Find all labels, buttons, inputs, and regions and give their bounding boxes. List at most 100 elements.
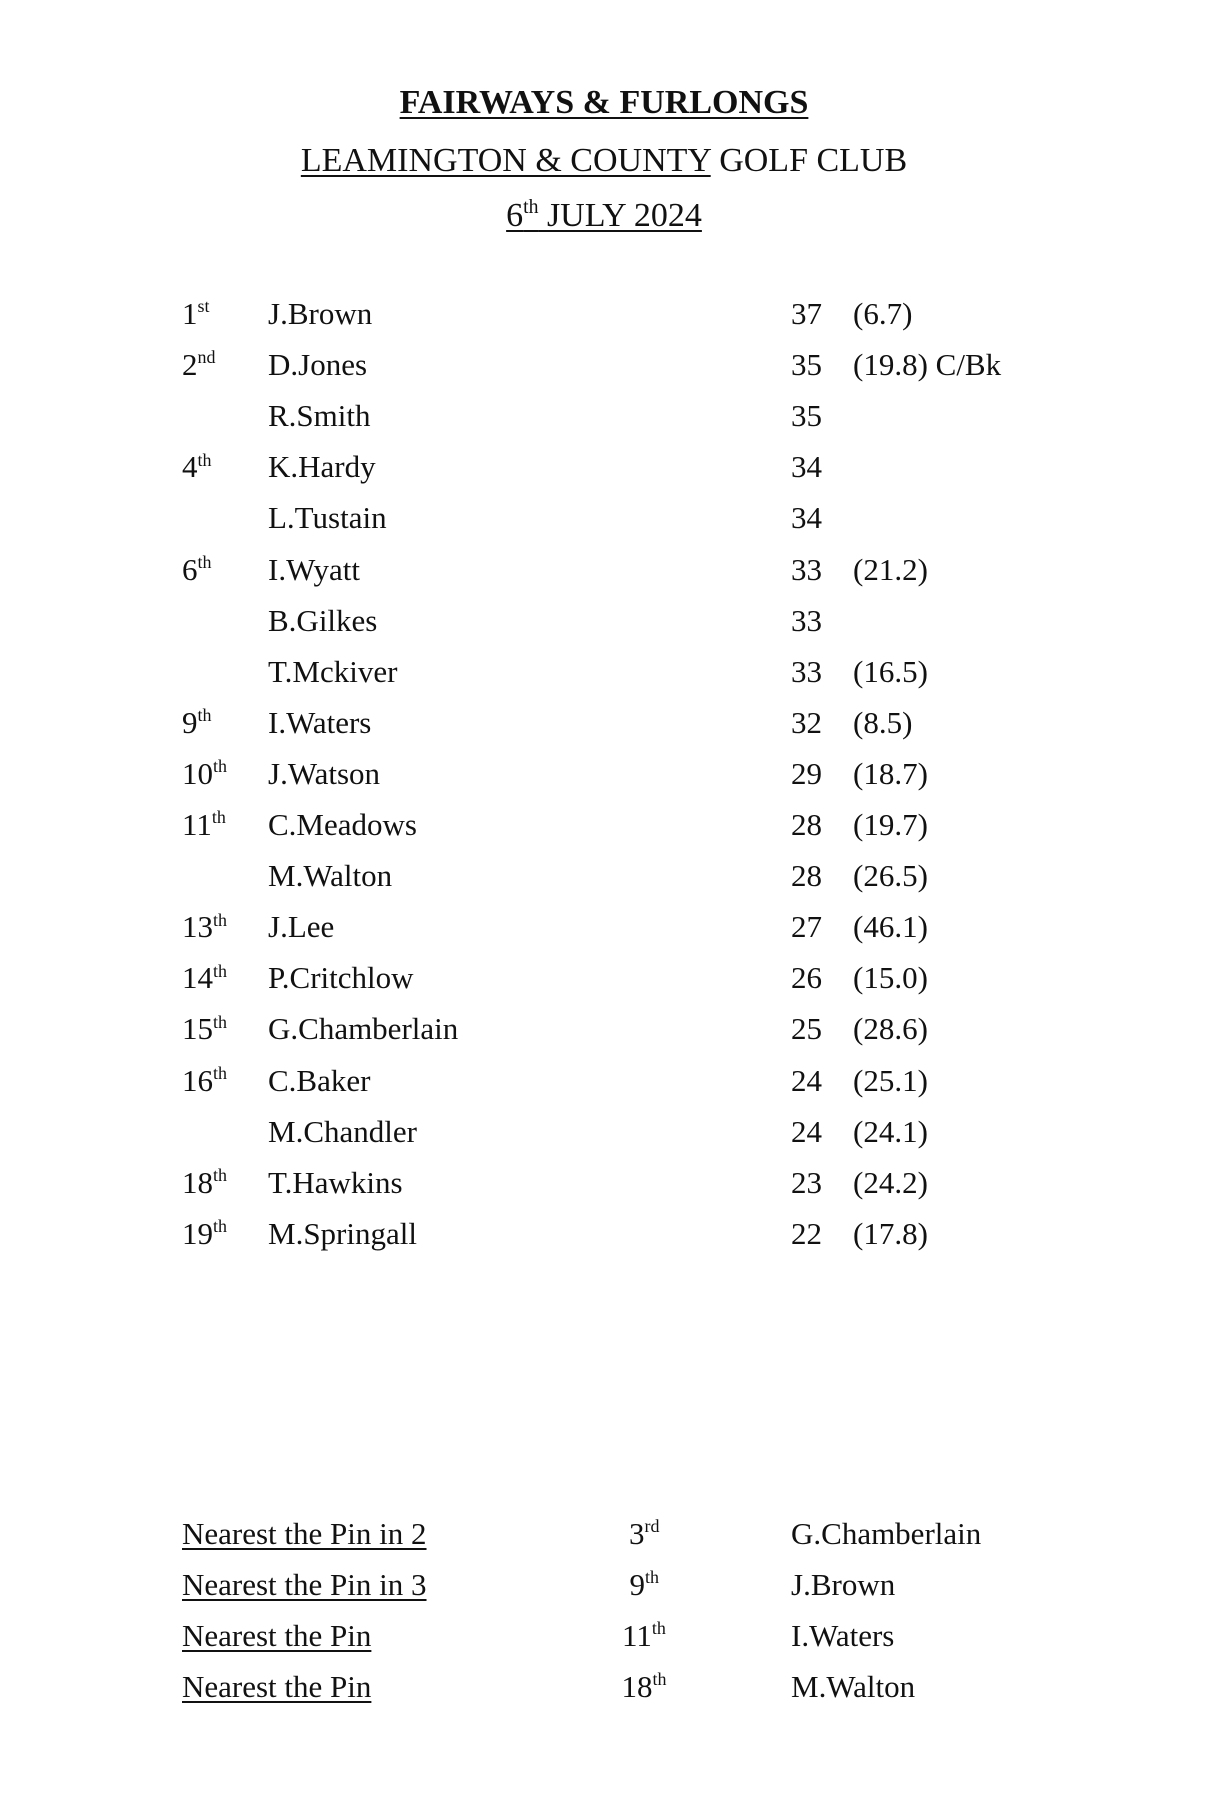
points: 32 (791, 704, 822, 740)
handicap: (24.2) (853, 1164, 928, 1200)
handicap: (18.7) (853, 755, 928, 791)
hole-number: 3rd (629, 1516, 660, 1551)
position: 2nd (182, 347, 216, 383)
points: 33 (791, 551, 822, 587)
position: 15th (182, 1011, 227, 1047)
points: 28 (791, 807, 822, 842)
player-name: L.Tustain (268, 500, 387, 536)
position: 16th (182, 1062, 227, 1098)
result-row: R.Smith 35 (0, 394, 1208, 438)
points: 28 (791, 858, 822, 894)
result-row: 13th J.Lee 27 (46.1) (0, 905, 1208, 949)
points: 37 (791, 296, 822, 331)
prize-winner: J.Brown (791, 1567, 896, 1602)
prize-label: Nearest the Pin in 2 (182, 1516, 427, 1551)
position: 13th (182, 909, 227, 945)
player-name: B.Gilkes (268, 602, 378, 638)
club-name-underlined: LEAMINGTON & COUNTY (300, 142, 711, 179)
points: 24 (791, 1062, 822, 1098)
handicap: (19.8) C/Bk (853, 347, 1002, 383)
player-name: M.Springall (268, 1215, 417, 1251)
result-row: 18th T.Hawkins 23 (24.2) (0, 1161, 1208, 1205)
prize-row: Nearest the Pin in 3 9th J.Brown (0, 1563, 1208, 1607)
result-row: 19th M.Springall 22 (17.8) (0, 1212, 1208, 1256)
result-row: 2nd D.Jones 35 (19.8) C/Bk (0, 343, 1208, 387)
points: 22 (791, 1215, 822, 1251)
points: 34 (791, 449, 822, 485)
result-row: 9th I.Waters 32 (8.5) (0, 701, 1208, 745)
position: 9th (182, 704, 212, 740)
player-name: J.Lee (268, 909, 335, 945)
result-row: M.Walton 28 (26.5) (0, 854, 1208, 898)
hole-number: 18th (621, 1669, 667, 1704)
date-day: 6 (506, 197, 524, 234)
hole-number: 11th (622, 1618, 666, 1653)
points: 34 (791, 500, 822, 536)
player-name: G.Chamberlain (268, 1011, 459, 1047)
position: 11th (182, 807, 226, 842)
position: 1st (182, 296, 210, 331)
player-name: D.Jones (268, 347, 368, 383)
handicap: (28.6) (853, 1011, 928, 1047)
player-name: P.Critchlow (268, 960, 414, 996)
points: 24 (791, 1113, 822, 1149)
player-name: M.Chandler (268, 1113, 417, 1149)
handicap: (8.5) (853, 704, 913, 740)
result-row: 4th K.Hardy 34 (0, 445, 1208, 489)
position: 6th (182, 551, 212, 587)
points: 26 (791, 960, 822, 996)
player-name: R.Smith (268, 398, 371, 434)
position: 10th (182, 755, 227, 791)
result-row: L.Tustain 34 (0, 496, 1208, 540)
points: 35 (791, 398, 822, 434)
event-date: 6th JULY 2024 (0, 196, 1208, 240)
handicap: (24.1) (853, 1113, 928, 1149)
date-rest: JULY 2024 (538, 197, 702, 234)
prize-label: Nearest the Pin (182, 1669, 372, 1704)
prize-label: Nearest the Pin in 3 (182, 1567, 427, 1602)
points: 35 (791, 347, 822, 383)
position: 14th (182, 960, 227, 996)
prize-winner: M.Walton (791, 1669, 916, 1704)
result-row: 14th P.Critchlow 26 (15.0) (0, 956, 1208, 1000)
prize-row: Nearest the Pin in 2 3rd G.Chamberlain (0, 1512, 1208, 1556)
points: 27 (791, 909, 822, 945)
prize-row: Nearest the Pin 18th M.Walton (0, 1665, 1208, 1709)
result-row: 1st J.Brown 37 (6.7) (0, 292, 1208, 336)
prize-label: Nearest the Pin (182, 1618, 372, 1653)
position: 18th (182, 1164, 227, 1200)
points: 33 (791, 653, 822, 689)
date-suffix: th (523, 196, 539, 219)
result-row: B.Gilkes 33 (0, 599, 1208, 643)
position: 4th (182, 449, 212, 485)
player-name: T.Mckiver (268, 653, 398, 689)
handicap: (26.5) (853, 858, 928, 894)
points: 29 (791, 755, 822, 791)
player-name: K.Hardy (268, 449, 376, 485)
player-name: I.Waters (268, 704, 372, 740)
result-row: 11th C.Meadows 28 (19.7) (0, 803, 1208, 847)
prize-row: Nearest the Pin 11th I.Waters (0, 1614, 1208, 1658)
result-row: T.Mckiver 33 (16.5) (0, 650, 1208, 694)
prize-winner: I.Waters (791, 1618, 895, 1653)
result-row: 6th I.Wyatt 33 (21.2) (0, 548, 1208, 592)
player-name: T.Hawkins (268, 1164, 403, 1200)
player-name: J.Watson (268, 755, 381, 791)
club-name: LEAMINGTON & COUNTY GOLF CLUB (0, 141, 1208, 181)
points: 33 (791, 602, 822, 638)
points: 23 (791, 1164, 822, 1200)
result-row: M.Chandler 24 (24.1) (0, 1110, 1208, 1154)
hole-number: 9th (629, 1567, 659, 1602)
player-name: J.Brown (268, 296, 373, 331)
handicap: (19.7) (853, 807, 928, 842)
player-name: C.Baker (268, 1062, 371, 1098)
handicap: (6.7) (853, 296, 913, 331)
prize-winner: G.Chamberlain (791, 1516, 982, 1551)
player-name: I.Wyatt (268, 551, 360, 587)
handicap: (17.8) (853, 1215, 928, 1251)
result-row: 10th J.Watson 29 (18.7) (0, 752, 1208, 796)
player-name: M.Walton (268, 858, 393, 894)
points: 25 (791, 1011, 822, 1047)
result-row: 15th G.Chamberlain 25 (28.6) (0, 1007, 1208, 1051)
handicap: (15.0) (853, 960, 928, 996)
